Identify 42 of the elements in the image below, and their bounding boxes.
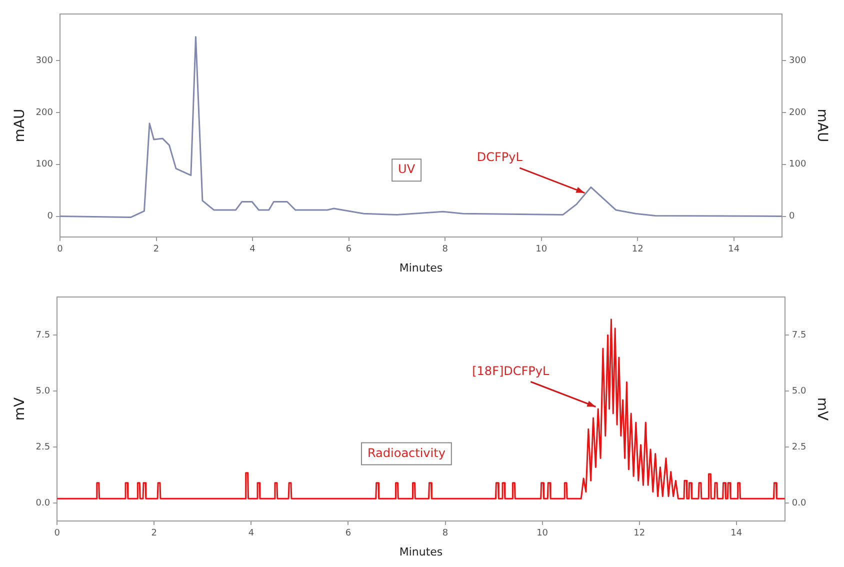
y2-tick-label: 5.0 [792, 386, 806, 396]
y-axis-title: mV [12, 396, 28, 421]
y2-tick-label: 7.5 [792, 330, 806, 340]
y2-axis-title: mV [814, 397, 830, 422]
y-tick-label: 0.0 [36, 498, 50, 508]
x-tick-label: 2 [151, 528, 158, 539]
x-axis-title: Minutes [399, 545, 443, 558]
y-tick-label: 0 [47, 212, 54, 222]
y2-tick-label: 2.5 [792, 442, 806, 452]
x-tick-label: 12 [634, 528, 646, 539]
annotation: [18F]DCFPyL [472, 364, 550, 378]
x-tick-label: 10 [536, 528, 548, 539]
y-tick-label: 300 [36, 56, 54, 66]
x-axis-title: Minutes [399, 261, 443, 274]
y-axis-title: mAU [12, 108, 28, 142]
x-tick-label: 4 [248, 528, 254, 539]
x-tick-label: 14 [730, 528, 742, 539]
x-tick-label: 12 [632, 244, 644, 255]
x-tick-label: 8 [442, 528, 448, 539]
y2-tick-label: 0 [789, 212, 796, 222]
y2-tick-label: 200 [789, 108, 806, 118]
x-tick-label: 14 [728, 244, 740, 255]
y2-tick-label: 0.0 [792, 498, 806, 508]
x-tick-label: 6 [345, 528, 352, 539]
x-tick-label: 8 [442, 244, 448, 255]
y2-tick-label: 100 [789, 160, 806, 170]
x-tick-label: 6 [346, 244, 352, 255]
x-tick-label: 4 [250, 244, 256, 255]
annotation: Radioactivity [367, 446, 446, 460]
y-tick-label: 7.5 [36, 330, 50, 340]
y-tick-label: 100 [36, 160, 54, 170]
annotation: UV [398, 162, 416, 176]
y-tick-label: 5.0 [36, 386, 50, 396]
x-tick-label: 0 [54, 528, 60, 539]
x-tick-label: 10 [536, 244, 548, 255]
x-tick-label: 0 [57, 244, 64, 255]
x-tick-label: 2 [153, 244, 160, 255]
y-tick-label: 200 [36, 108, 54, 118]
y-tick-label: 2.5 [36, 442, 50, 452]
annotation: DCFPyL [476, 150, 523, 164]
y2-axis-title: mAU [814, 108, 830, 142]
y2-tick-label: 300 [789, 56, 806, 66]
